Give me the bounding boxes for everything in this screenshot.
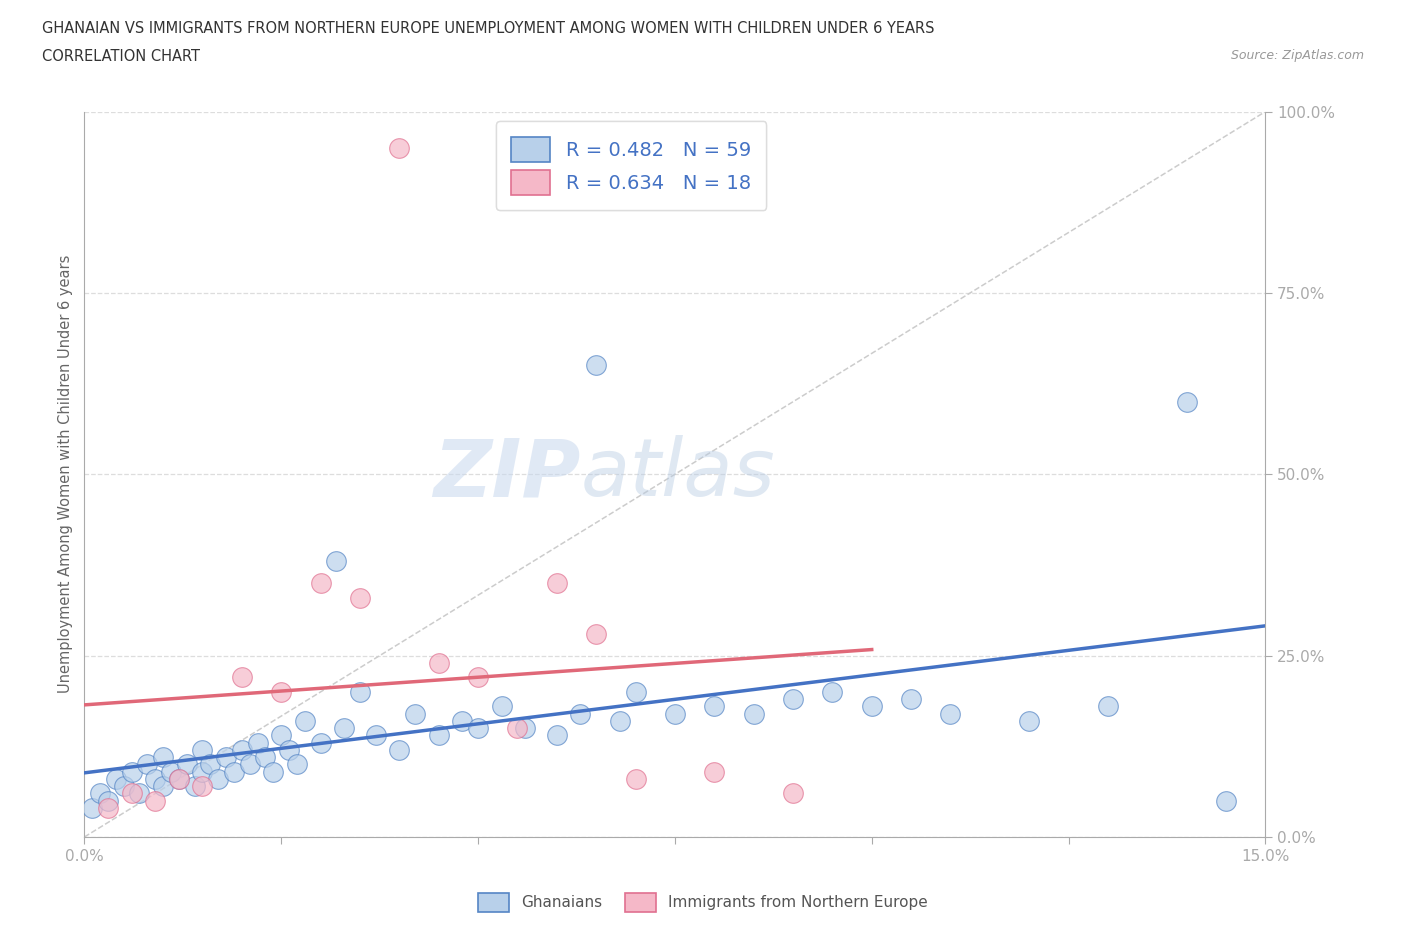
- Point: [491, 699, 513, 714]
- Point: [364, 728, 387, 743]
- Point: [939, 706, 962, 721]
- Point: [1097, 699, 1119, 714]
- Point: [231, 670, 253, 684]
- Point: [325, 554, 347, 569]
- Point: [167, 772, 190, 787]
- Point: [121, 786, 143, 801]
- Point: [89, 786, 111, 801]
- Point: [585, 358, 607, 373]
- Point: [451, 713, 474, 728]
- Point: [191, 764, 214, 779]
- Point: [860, 699, 883, 714]
- Point: [349, 684, 371, 699]
- Point: [427, 728, 450, 743]
- Point: [1215, 793, 1237, 808]
- Point: [294, 713, 316, 728]
- Text: ZIP: ZIP: [433, 435, 581, 513]
- Point: [585, 627, 607, 642]
- Point: [569, 706, 592, 721]
- Text: atlas: atlas: [581, 435, 775, 513]
- Point: [82, 801, 104, 816]
- Point: [112, 778, 135, 793]
- Point: [467, 721, 489, 736]
- Point: [207, 772, 229, 787]
- Point: [278, 742, 301, 757]
- Point: [309, 736, 332, 751]
- Point: [703, 764, 725, 779]
- Point: [404, 706, 426, 721]
- Legend: Ghanaians, Immigrants from Northern Europe: Ghanaians, Immigrants from Northern Euro…: [472, 887, 934, 918]
- Point: [246, 736, 269, 751]
- Point: [160, 764, 183, 779]
- Point: [1018, 713, 1040, 728]
- Text: GHANAIAN VS IMMIGRANTS FROM NORTHERN EUROPE UNEMPLOYMENT AMONG WOMEN WITH CHILDR: GHANAIAN VS IMMIGRANTS FROM NORTHERN EUR…: [42, 21, 935, 36]
- Point: [152, 750, 174, 764]
- Legend: R = 0.482   N = 59, R = 0.634   N = 18: R = 0.482 N = 59, R = 0.634 N = 18: [496, 121, 766, 210]
- Point: [254, 750, 277, 764]
- Text: CORRELATION CHART: CORRELATION CHART: [42, 49, 200, 64]
- Point: [239, 757, 262, 772]
- Point: [546, 728, 568, 743]
- Point: [782, 692, 804, 707]
- Point: [782, 786, 804, 801]
- Point: [703, 699, 725, 714]
- Point: [309, 576, 332, 591]
- Point: [191, 742, 214, 757]
- Point: [167, 772, 190, 787]
- Point: [624, 772, 647, 787]
- Point: [262, 764, 284, 779]
- Point: [609, 713, 631, 728]
- Point: [546, 576, 568, 591]
- Point: [152, 778, 174, 793]
- Point: [222, 764, 245, 779]
- Point: [183, 778, 205, 793]
- Point: [128, 786, 150, 801]
- Point: [1175, 394, 1198, 409]
- Point: [467, 670, 489, 684]
- Point: [231, 742, 253, 757]
- Point: [270, 684, 292, 699]
- Point: [97, 793, 120, 808]
- Point: [515, 721, 537, 736]
- Point: [97, 801, 120, 816]
- Point: [506, 721, 529, 736]
- Point: [191, 778, 214, 793]
- Point: [388, 140, 411, 155]
- Text: Source: ZipAtlas.com: Source: ZipAtlas.com: [1230, 49, 1364, 62]
- Point: [624, 684, 647, 699]
- Point: [200, 757, 222, 772]
- Point: [821, 684, 844, 699]
- Point: [427, 656, 450, 671]
- Point: [333, 721, 356, 736]
- Point: [285, 757, 308, 772]
- Point: [270, 728, 292, 743]
- Point: [388, 742, 411, 757]
- Point: [104, 772, 127, 787]
- Point: [349, 591, 371, 605]
- Point: [143, 772, 166, 787]
- Point: [215, 750, 238, 764]
- Point: [143, 793, 166, 808]
- Point: [742, 706, 765, 721]
- Point: [176, 757, 198, 772]
- Point: [900, 692, 922, 707]
- Point: [121, 764, 143, 779]
- Point: [136, 757, 159, 772]
- Y-axis label: Unemployment Among Women with Children Under 6 years: Unemployment Among Women with Children U…: [58, 255, 73, 694]
- Point: [664, 706, 686, 721]
